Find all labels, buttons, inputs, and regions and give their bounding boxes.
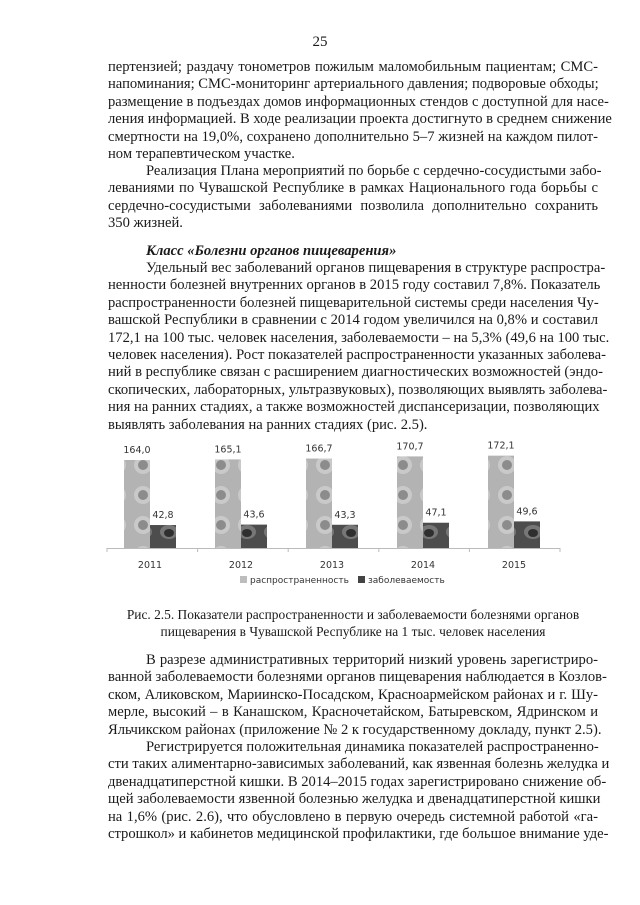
bar-incidence (332, 524, 358, 548)
text-line: распространенности болезней пищеваритель… (108, 294, 599, 311)
bar-incidence (150, 525, 176, 548)
data-label: 49,6 (516, 506, 537, 517)
legend-label: заболеваемость (368, 576, 445, 586)
legend-swatch (358, 576, 365, 583)
data-label: 43,6 (243, 510, 264, 521)
bar-prevalence (306, 458, 332, 548)
data-label: 42,8 (152, 510, 173, 521)
data-label: 170,7 (396, 441, 423, 452)
text-line: 172,1 на 100 тыс. человек населения, заб… (108, 329, 610, 346)
bar-prevalence (488, 455, 514, 548)
text-line: напоминания; СМС-мониторинг артериальног… (108, 76, 599, 93)
text-line: смертности на 19,0%, сохранено дополните… (108, 128, 598, 145)
x-tick-label: 2012 (229, 560, 253, 571)
caption-line: Рис. 2.5. Показатели распространенности … (126, 607, 580, 622)
text-line: леваниями по Чувашской Республике в рамк… (108, 180, 598, 197)
data-label: 43,3 (334, 510, 355, 521)
text-line: щей заболеваемости язвенной болезнью жел… (108, 791, 601, 808)
text-line: человек населения). Рост показателей рас… (108, 346, 606, 363)
bar-prevalence (215, 459, 241, 548)
figure-caption: Рис. 2.5. Показатели распространенности … (108, 606, 598, 640)
legend-swatch (240, 576, 247, 583)
text-line: ванной заболеваемости болезнями органов … (108, 669, 607, 686)
page-number: 25 (312, 34, 328, 50)
bar-incidence (514, 521, 540, 548)
text-line: 350 жизней. (108, 215, 183, 232)
text-line: строшкол» и кабинетов медицинской профил… (108, 825, 609, 842)
caption-line: пищеварения в Чувашской Республике на 1 … (160, 624, 546, 639)
text-line: Реализация Плана мероприятий по борьбе с… (146, 163, 602, 179)
text-line: сти таких алиментарно-зависимых заболева… (108, 756, 610, 773)
text-line: размещение в подъездах домов информацион… (108, 93, 609, 110)
paragraph-territories: В разрезе административных территорий ни… (108, 652, 607, 739)
x-tick-label: 2011 (138, 560, 162, 571)
text-line: Яльчикском районах (приложение № 2 к гос… (108, 721, 602, 738)
bar-incidence (423, 522, 449, 548)
data-label: 164,0 (123, 445, 150, 456)
text-line: ний в республике связан с расширением ди… (108, 364, 603, 381)
data-label: 47,1 (425, 508, 446, 519)
text-line: пертензией; раздачу тонометров пожилым м… (108, 59, 598, 75)
data-label: 165,1 (214, 444, 241, 455)
text-line: выявлять заболевания на ранних стадиях (… (108, 416, 428, 433)
text-line: Удельный вес заболеваний органов пищевар… (146, 260, 606, 276)
x-tick-label: 2013 (320, 560, 344, 571)
x-tick-label: 2015 (502, 560, 526, 571)
text-line: сердечно-сосудистыми заболеваниями позво… (108, 197, 598, 214)
text-line: ния на ранних стадиях, а также возможнос… (108, 399, 600, 416)
text-line: на 1,6% (рис. 2.6), что обусловлено в пе… (108, 808, 598, 825)
x-tick-label: 2014 (411, 560, 435, 571)
text-line: двенадцатиперстной кишки. В 2014–2015 го… (108, 773, 607, 790)
text-line: Регистрируется положительная динамика по… (146, 739, 599, 755)
bar-prevalence (124, 460, 150, 548)
text-line: мерле, высокий – в Канашском, Красночета… (108, 704, 598, 721)
text-line: вашской Республики в сравнении с 2014 го… (108, 312, 598, 329)
paragraph-hypertension-project: пертензией; раздачу тонометров пожилым м… (108, 59, 612, 163)
text-line: ском, Аликовском, Мариинско-Посадском, К… (108, 686, 598, 703)
text-line: скопических, лабораторных, ультразвуковы… (108, 381, 608, 398)
data-label: 172,1 (487, 441, 514, 452)
paragraph-cardio-plan: Реализация Плана мероприятий по борьбе с… (108, 163, 602, 233)
text-line: ления информацией. В ходе реализации про… (108, 111, 612, 128)
bar-chart: 164,0 42,8 2011 165,1 43,6 2012 166,7 43,3 2013 1… (106, 441, 561, 586)
text-line: В разрезе административных территорий ни… (146, 652, 598, 668)
paragraph-ulcer-dynamics: Регистрируется положительная динамика по… (108, 739, 610, 843)
bar-prevalence (397, 456, 423, 548)
bar-incidence (241, 524, 267, 548)
paragraph-digestive-stats: Удельный вес заболеваний органов пищевар… (108, 260, 610, 434)
section-heading: Класс «Болезни органов пищеварения» (146, 243, 397, 259)
text-line: ненности болезней внутренних органов в 2… (108, 277, 601, 294)
data-label: 166,7 (305, 444, 332, 455)
text-line: ном терапевтическом участке. (108, 145, 295, 162)
legend-label: распространенность (250, 576, 349, 586)
